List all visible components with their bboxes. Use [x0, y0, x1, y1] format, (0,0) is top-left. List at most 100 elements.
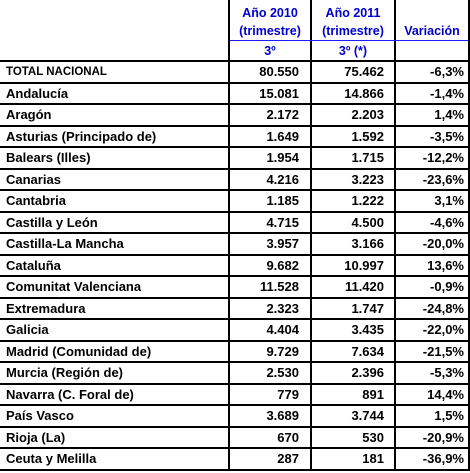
value-2011: 891 — [362, 386, 384, 402]
column-divider — [468, 169, 470, 189]
table-row: Asturias (Principado de) 1.649 1.592 -3,5% — [0, 126, 470, 148]
column-divider — [394, 363, 396, 383]
value-2010: 1.649 — [266, 128, 299, 144]
header-2010-period: (trimestre) — [239, 24, 301, 38]
column-divider — [228, 320, 230, 340]
column-divider — [310, 169, 312, 189]
column-divider — [468, 83, 470, 103]
value-2011: 2.203 — [351, 107, 384, 123]
column-divider — [310, 320, 312, 340]
region-name: Balears (Illes) — [6, 150, 91, 166]
column-divider — [310, 191, 312, 211]
value-2011: 4.500 — [351, 214, 384, 230]
region-name: Aragón — [6, 107, 52, 123]
column-divider — [228, 384, 230, 404]
column-divider — [394, 105, 396, 125]
column-divider — [310, 255, 312, 275]
column-divider — [468, 62, 470, 82]
value-2011: 7.634 — [351, 343, 384, 359]
column-divider — [228, 406, 230, 426]
value-2010: 4.404 — [266, 322, 299, 338]
column-divider — [468, 234, 470, 254]
column-divider — [310, 277, 312, 297]
variation-value: -3,5% — [430, 128, 464, 144]
value-2010: 15.081 — [259, 85, 299, 101]
value-2011: 1.222 — [351, 193, 384, 209]
column-divider — [310, 148, 312, 168]
column-divider — [228, 277, 230, 297]
region-name: Comunitat Valenciana — [6, 279, 142, 295]
column-divider — [468, 341, 470, 361]
column-divider — [310, 212, 312, 232]
value-2010: 3.957 — [266, 236, 299, 252]
region-name: Galicia — [6, 322, 49, 338]
header-inner-rule — [230, 40, 468, 41]
column-divider — [394, 83, 396, 103]
value-2010: 1.185 — [266, 193, 299, 209]
column-divider — [468, 298, 470, 318]
column-divider — [394, 406, 396, 426]
region-name: Navarra (C. Foral de) — [6, 386, 134, 402]
variation-value: -4,6% — [430, 214, 464, 230]
region-name: Andalucía — [6, 85, 69, 101]
column-divider — [394, 148, 396, 168]
value-2011: 3.744 — [351, 408, 384, 424]
value-2011: 530 — [362, 429, 384, 445]
value-2010: 9.729 — [266, 343, 299, 359]
table-row: Castilla y León 4.715 4.500 -4,6% — [0, 212, 470, 234]
column-divider — [310, 62, 312, 82]
value-2011: 1.592 — [351, 128, 384, 144]
region-name: Madrid (Comunidad de) — [6, 343, 152, 359]
column-divider — [228, 169, 230, 189]
region-name: Canarias — [6, 171, 61, 187]
column-divider — [228, 449, 230, 469]
column-divider — [468, 363, 470, 383]
column-divider — [310, 298, 312, 318]
table-row: País Vasco 3.689 3.744 1,5% — [0, 406, 470, 428]
table-row: Extremadura 2.323 1.747 -24,8% — [0, 298, 470, 320]
column-divider — [228, 126, 230, 146]
variation-value: 1,5% — [434, 408, 464, 424]
column-divider — [394, 255, 396, 275]
value-2010: 3.689 — [266, 408, 299, 424]
table-row: Aragón 2.172 2.203 1,4% — [0, 105, 470, 127]
variation-value: -23,6% — [422, 171, 464, 187]
value-2010: 287 — [277, 451, 299, 467]
column-divider — [394, 320, 396, 340]
value-2010: 779 — [277, 386, 299, 402]
value-2011: 10.997 — [344, 257, 384, 273]
value-2010: 670 — [277, 429, 299, 445]
region-name: Asturias (Principado de) — [6, 128, 157, 144]
variation-value: -20,9% — [422, 429, 464, 445]
column-divider — [468, 212, 470, 232]
table-body: TOTAL NACIONAL 80.550 75.462 -6,3% Andalucía… — [0, 62, 470, 471]
value-2011: 11.420 — [344, 279, 384, 295]
region-name: Ceuta y Melilla — [6, 451, 97, 467]
value-2011: 1.747 — [351, 300, 384, 316]
column-divider — [228, 212, 230, 232]
column-divider — [394, 384, 396, 404]
column-divider — [228, 363, 230, 383]
column-divider — [228, 0, 230, 62]
column-divider — [228, 298, 230, 318]
value-2010: 2.530 — [266, 365, 299, 381]
column-divider — [228, 234, 230, 254]
column-divider — [310, 126, 312, 146]
variation-value: -36,9% — [422, 451, 464, 467]
column-divider — [394, 298, 396, 318]
column-divider — [468, 449, 470, 469]
column-divider — [394, 341, 396, 361]
header-2010-quarter: 3º — [264, 44, 276, 58]
value-2010: 1.954 — [266, 150, 299, 166]
value-2010: 4.715 — [266, 214, 299, 230]
column-divider — [468, 320, 470, 340]
region-name: Cantabria — [6, 193, 66, 209]
variation-value: 14,4% — [427, 386, 464, 402]
table-row: Madrid (Comunidad de) 9.729 7.634 -21,5% — [0, 341, 470, 363]
table-row: Galicia 4.404 3.435 -22,0% — [0, 320, 470, 342]
region-name: Castilla y León — [6, 214, 98, 230]
column-divider — [394, 449, 396, 469]
table-row: Balears (Illes) 1.954 1.715 -12,2% — [0, 148, 470, 170]
value-2011: 1.715 — [351, 150, 384, 166]
table-header: Año 2010 (trimestre) 3º Año 2011 (trimes… — [0, 0, 470, 62]
